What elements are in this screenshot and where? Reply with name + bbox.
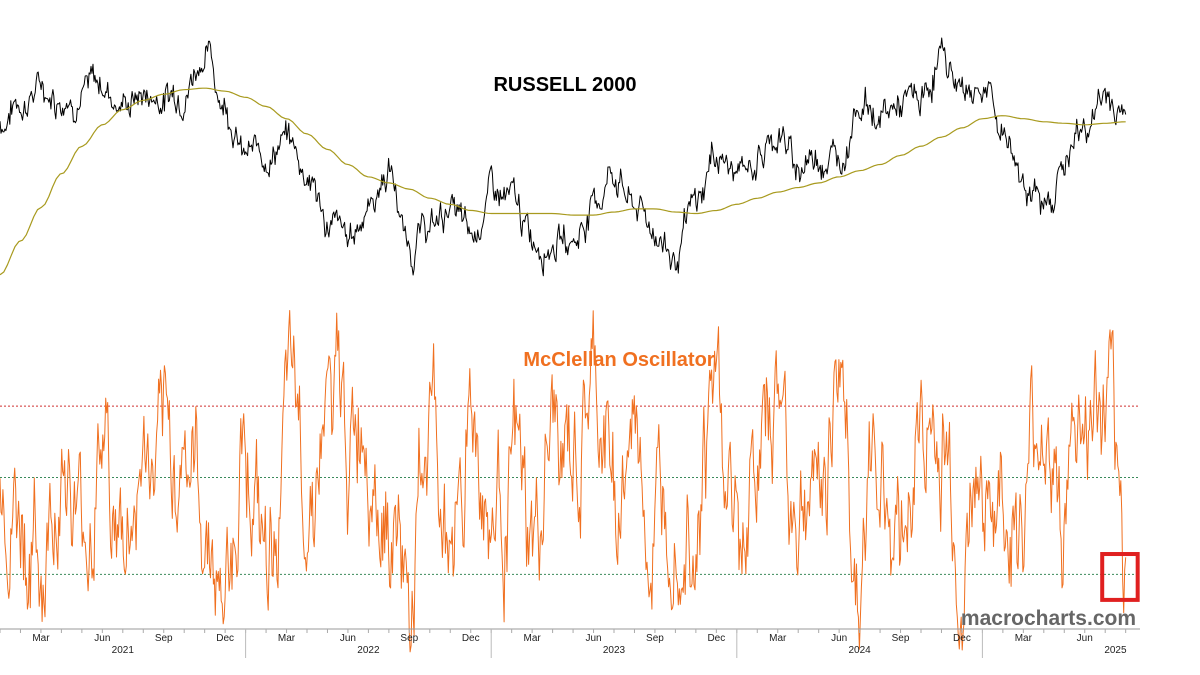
- x-tick-label-7: Dec: [462, 633, 480, 644]
- x-tick-label-0: Mar: [32, 633, 50, 644]
- mcclellan-oscillator-title: McClellan Oscillator: [523, 349, 714, 371]
- x-year-label-2025: 2025: [1104, 645, 1127, 656]
- x-tick-label-12: Mar: [769, 633, 787, 644]
- x-tick-label-17: Jun: [1077, 633, 1093, 644]
- x-axis: Mar Jun Sep Dec Mar Jun Sep Dec Mar Jun Sep Dec Mar J…: [0, 628, 1140, 658]
- x-tick-label-4: Mar: [278, 633, 296, 644]
- x-tick-label-9: Jun: [585, 633, 601, 644]
- x-tick-label-16: Mar: [1015, 633, 1033, 644]
- x-tick-label-6: Sep: [400, 633, 418, 644]
- series-line-0: [0, 37, 1127, 277]
- x-year-label-2023: 2023: [603, 645, 626, 656]
- x-tick-label-13: Jun: [831, 633, 847, 644]
- series-line-0: [0, 310, 1127, 653]
- x-tick-label-2: Sep: [155, 633, 173, 644]
- x-tick-label-15: Dec: [953, 633, 971, 644]
- x-year-label-2022: 2022: [357, 645, 380, 656]
- x-tick-label-1: Jun: [94, 633, 110, 644]
- watermark: macrocharts.com: [961, 607, 1136, 630]
- russell-2000-panel: [0, 37, 1127, 277]
- x-tick-label-11: Dec: [707, 633, 725, 644]
- x-tick-label-8: Mar: [524, 633, 542, 644]
- russell-2000-title: RUSSELL 2000: [493, 74, 636, 96]
- highlight-box: [1100, 552, 1140, 602]
- mcclellan-oscillator-panel: [0, 310, 1140, 653]
- x-tick-label-14: Sep: [892, 633, 910, 644]
- x-tick-label-5: Jun: [340, 633, 356, 644]
- x-year-label-2024: 2024: [848, 645, 871, 656]
- series-line-1: [0, 87, 1126, 276]
- x-tick-label-10: Sep: [646, 633, 664, 644]
- x-year-label-2021: 2021: [112, 645, 135, 656]
- x-tick-label-3: Dec: [216, 633, 234, 644]
